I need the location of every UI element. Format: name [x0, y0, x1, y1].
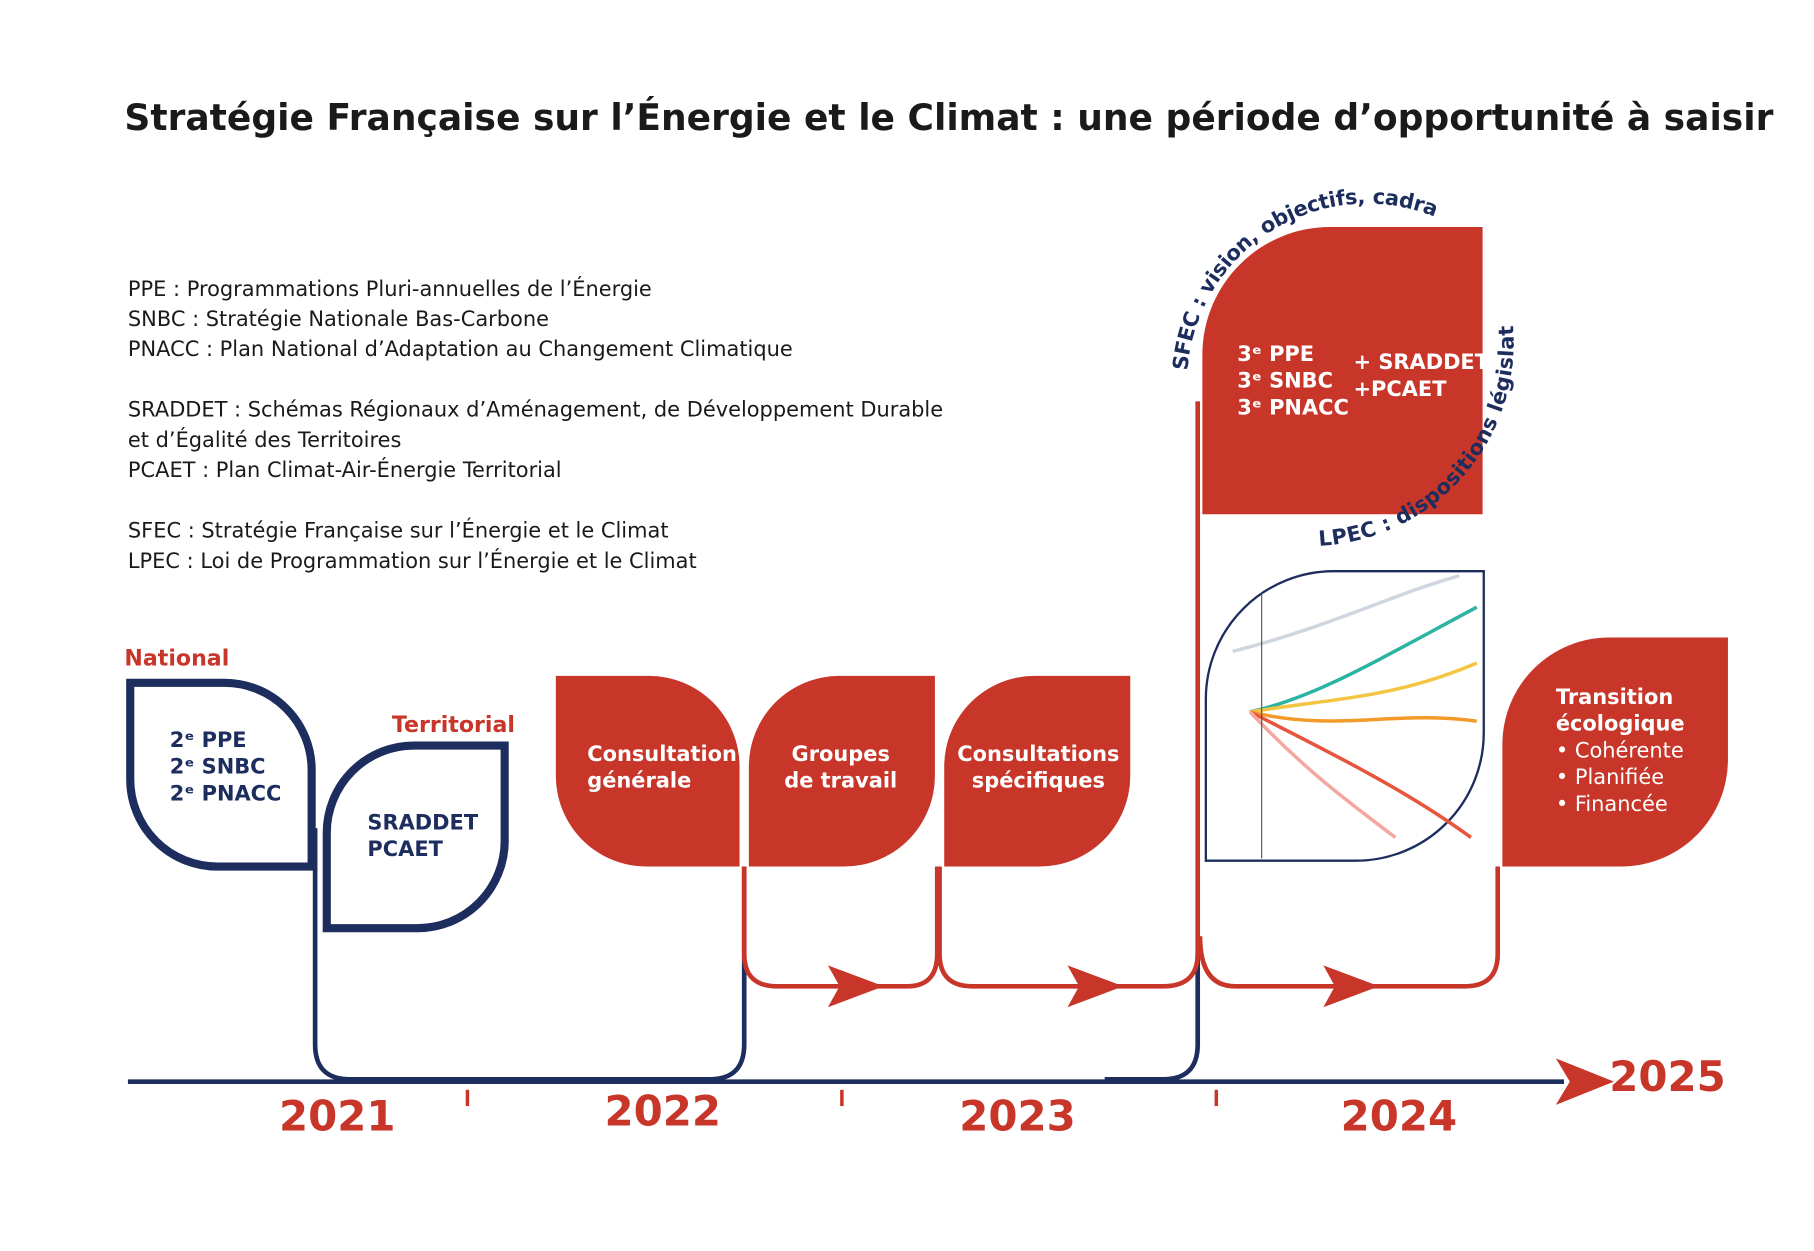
- year-label: 2022: [605, 1087, 722, 1136]
- box-label: 3ᵉ SNBC: [1237, 369, 1333, 393]
- box-label: Groupes: [792, 742, 890, 766]
- timeline-arrow: [1555, 1058, 1614, 1105]
- year-label: 2021: [279, 1091, 396, 1140]
- box-label: PCAET: [367, 837, 443, 861]
- year-label: 2023: [959, 1091, 1076, 1140]
- box-label: SRADDET: [367, 811, 478, 835]
- box-label: spécifiques: [972, 769, 1105, 793]
- illustration-curve: [1249, 710, 1472, 839]
- connector: [1104, 953, 1201, 1082]
- connector: [741, 866, 940, 989]
- red-box: [944, 675, 1131, 867]
- level-label: National: [124, 646, 229, 672]
- glossary-line: LPEC : Loi de Programmation sur l’Énergi…: [128, 548, 697, 573]
- glossary-line: SNBC : Stratégie Nationale Bas-Carbone: [128, 307, 549, 331]
- box-label: écologique: [1556, 712, 1685, 736]
- territorial-box: [322, 741, 509, 933]
- box-label: 3ᵉ PNACC: [1237, 395, 1349, 419]
- box-label: générale: [587, 769, 691, 793]
- glossary-line: PNACC : Plan National d’Adaptation au Ch…: [128, 337, 793, 361]
- connector: [1197, 866, 1501, 989]
- illustration-curve: [1232, 574, 1460, 654]
- red-box: [1502, 637, 1728, 867]
- national-box: [126, 678, 316, 871]
- glossary-line: PCAET : Plan Climat-Air-Énergie Territor…: [128, 457, 562, 482]
- box-label: 2ᵉ SNBC: [170, 755, 266, 779]
- glossary-line: PPE : Programmations Pluri-annuelles de …: [128, 276, 652, 301]
- illustration-curve: [1248, 710, 1397, 839]
- arrow-head: [1067, 965, 1124, 1008]
- red-box: [555, 675, 740, 867]
- shapes: [126, 226, 1728, 1107]
- box-label: 3ᵉ PPE: [1237, 342, 1314, 366]
- box-label: • Financée: [1556, 792, 1668, 816]
- year-label: 2024: [1341, 1091, 1458, 1140]
- illustration-frame: [1204, 570, 1485, 862]
- year-label: 2025: [1609, 1052, 1726, 1101]
- title: Stratégie Française sur l’Énergie et le …: [124, 97, 1773, 139]
- arrow-head: [827, 965, 884, 1008]
- box-label: +PCAET: [1354, 377, 1448, 401]
- illustration-curve: [1249, 605, 1478, 714]
- illustration-curve: [1249, 710, 1478, 723]
- box-label: + SRADDET: [1354, 350, 1490, 374]
- connector: [312, 828, 747, 1082]
- glossary-line: SRADDET : Schémas Régionaux d’Aménagemen…: [128, 398, 943, 422]
- glossary-line: SFEC : Stratégie Française sur l’Énergie…: [128, 518, 669, 543]
- box-label: de travail: [784, 769, 897, 793]
- arrow-head: [1323, 965, 1380, 1008]
- box-label: 2ᵉ PPE: [170, 728, 247, 752]
- glossary: PPE : Programmations Pluri-annuelles de …: [128, 276, 943, 573]
- level-label: Territorial: [392, 712, 515, 738]
- box-label: • Cohérente: [1556, 738, 1684, 762]
- connector: [937, 401, 1201, 989]
- red-box: [748, 675, 935, 867]
- box-label: Transition: [1556, 685, 1673, 709]
- glossary-line: et d’Égalité des Territoires: [128, 427, 402, 452]
- illustration-curve: [1249, 661, 1478, 714]
- box-label: Consultations: [957, 742, 1119, 766]
- box-label: Consultation: [587, 742, 737, 766]
- sfec-box: [1202, 226, 1483, 515]
- box-label: • Planifiée: [1556, 765, 1664, 789]
- box-label: 2ᵉ PNACC: [170, 781, 282, 805]
